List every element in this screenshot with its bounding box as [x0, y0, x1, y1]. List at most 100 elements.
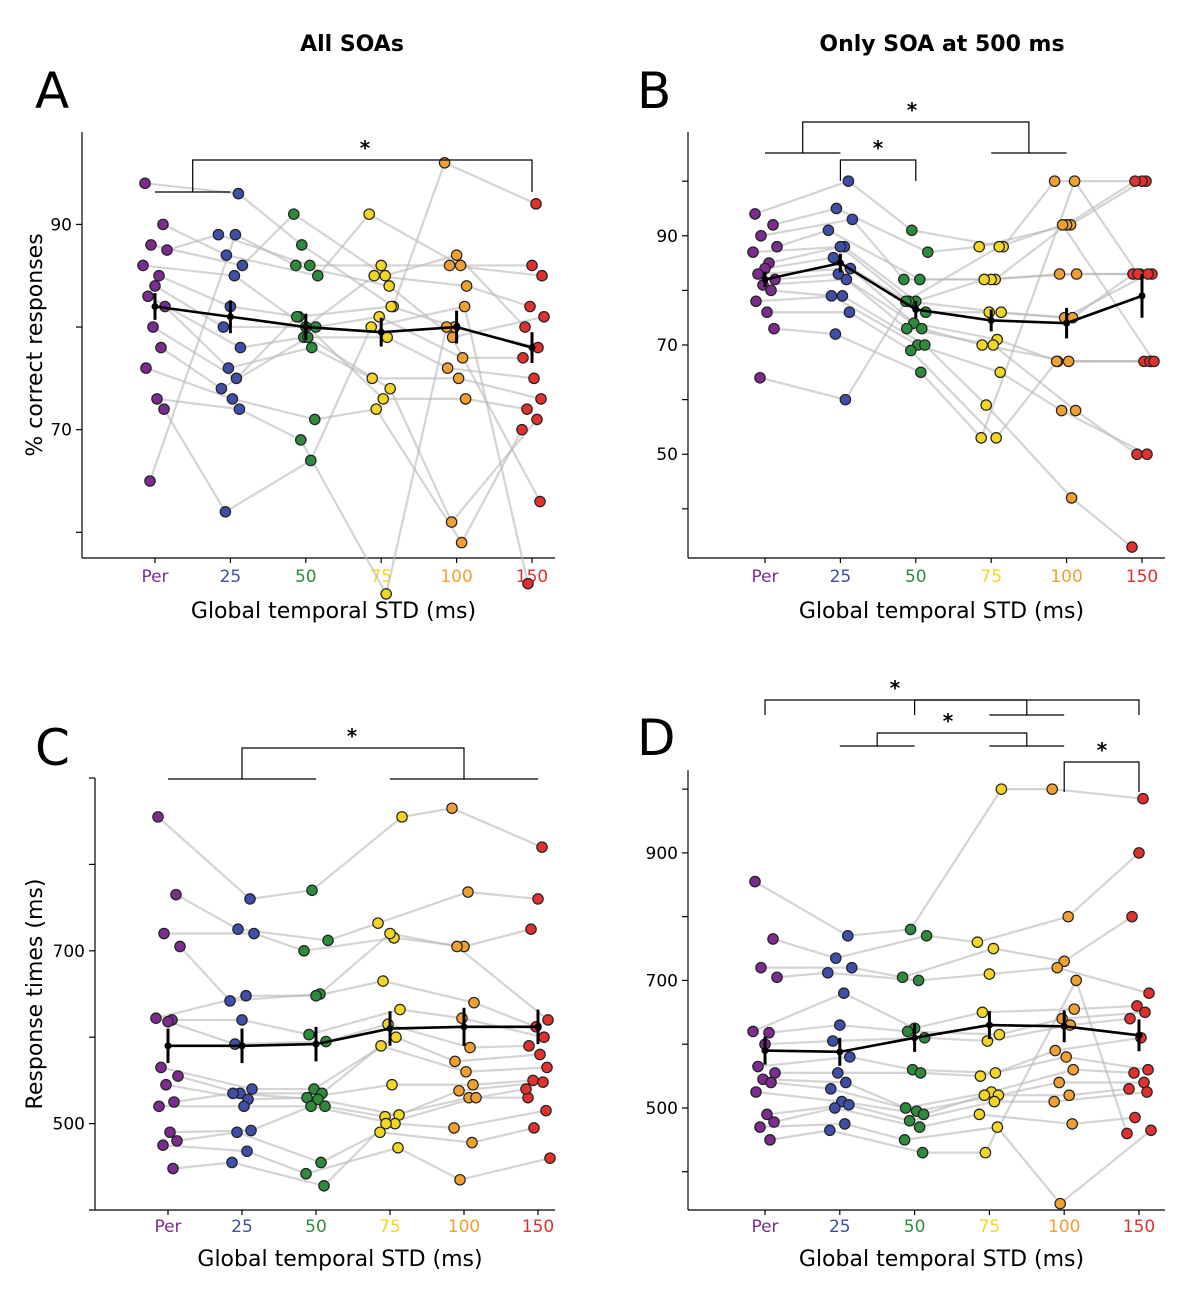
- panel-b-x-tick-label: 25: [830, 567, 852, 587]
- panel-a-mean-point: [453, 323, 461, 331]
- panel-c-data-point: [534, 1048, 546, 1061]
- panel-a-x-tick-label: 25: [220, 567, 242, 587]
- panel-b-data-point: [767, 219, 779, 231]
- panel-a-data-point: [536, 269, 548, 282]
- panel-d-data-point: [765, 1076, 777, 1089]
- panel-c-data-point: [446, 802, 458, 815]
- panel-c-data-point: [298, 944, 310, 957]
- panel-b-subject-line: [759, 223, 1155, 401]
- panel-d-data-point: [1145, 1124, 1157, 1137]
- panel-d-data-point: [1138, 1076, 1150, 1089]
- panel-c-data-point: [152, 811, 164, 823]
- panel-a-data-point: [144, 475, 156, 487]
- panel-c-data-point: [523, 1040, 535, 1052]
- panel-c-mean-point: [238, 1042, 246, 1050]
- panel-c-data-point: [153, 1100, 165, 1113]
- panel-b-data-point: [840, 273, 853, 286]
- panel-d-bracket: [764, 699, 1028, 715]
- panel-d-data-point: [1128, 1067, 1140, 1079]
- panel-a-data-point: [289, 259, 302, 272]
- panel-b-data-point: [842, 175, 855, 187]
- panel-c-subject-line: [169, 1105, 547, 1134]
- panel-c-x-axis-title: Global temporal STD (ms): [197, 1247, 482, 1272]
- panel-c-data-point: [460, 1065, 472, 1078]
- panel-b-mean-point: [1138, 292, 1146, 300]
- panel-d-mean-point: [761, 1047, 769, 1055]
- panel-b-data-point: [913, 273, 926, 286]
- panel-c-data-point: [448, 1122, 460, 1134]
- panel-b-data-point: [976, 339, 988, 351]
- panel-b-data-point: [755, 229, 767, 242]
- panel-a-data-point: [140, 362, 152, 374]
- panel-a-x-tick-label: 50: [295, 567, 317, 587]
- panel-b-data-point: [761, 306, 773, 319]
- panel-d-data-point: [824, 1083, 837, 1095]
- panel-c-data-point: [319, 1100, 331, 1113]
- panel-d-data-point: [989, 1067, 1002, 1079]
- panel-a-data-point: [155, 341, 167, 354]
- panel-b-bracket: [839, 159, 917, 181]
- panel-d-x-tick-label: 50: [904, 1217, 926, 1237]
- panel-c-data-point: [158, 927, 170, 940]
- panel-d-bracket: [913, 699, 1140, 715]
- panel-a-data-point: [534, 495, 546, 508]
- panel-c-subject-line: [176, 1126, 535, 1164]
- panel-c-data-point: [155, 1061, 167, 1074]
- panel-c-data-point: [244, 893, 256, 905]
- panel-c-data-point: [537, 1076, 549, 1088]
- panel-c-data-point: [241, 1145, 253, 1158]
- panel-a-data-point: [305, 341, 318, 354]
- panel-b-data-point: [993, 240, 1005, 253]
- panel-d-data-point: [831, 1067, 844, 1079]
- panel-b-x-axis-title: Global temporal STD (ms): [799, 599, 1084, 624]
- panel-a-data-point: [215, 382, 228, 395]
- panel-a-data-point: [301, 331, 314, 344]
- panel-d-data-point: [1051, 961, 1063, 974]
- panel-d-data-point: [901, 1025, 914, 1038]
- panel-d-mean-line: [764, 1023, 1140, 1054]
- panel-d-data-point: [767, 933, 779, 945]
- panel-a-data-point: [311, 269, 324, 282]
- panel-c-data-point: [456, 1012, 468, 1024]
- panel-c-data-point: [470, 1091, 482, 1104]
- panel-b-y-tick-label: 50: [656, 445, 678, 465]
- panel-c-mean-point: [312, 1040, 320, 1048]
- panel-b-data-point: [1062, 355, 1075, 368]
- panel-c-data-point: [392, 1141, 404, 1154]
- panel-b-data-point: [765, 284, 777, 297]
- panel-d-data-point: [1131, 1000, 1143, 1012]
- panel-d-y-tick-label: 900: [646, 844, 678, 864]
- panel-b-data-point: [1069, 404, 1082, 417]
- panel-b-subject-line: [768, 245, 1149, 319]
- panel-a-data-point: [441, 362, 454, 374]
- panel-d-data-point: [913, 1121, 926, 1133]
- panel-a-data-point: [524, 300, 536, 313]
- panel-b-data-point: [905, 224, 918, 237]
- panel-c-subject-line: [167, 1020, 530, 1049]
- panel-c-data-point: [377, 975, 389, 987]
- panel-c-data-point: [150, 1012, 162, 1024]
- panel-d-mean-point: [836, 1048, 844, 1056]
- panel-c-data-point: [245, 1124, 257, 1137]
- panel-a-data-point: [516, 423, 528, 436]
- panel-a-subject-line: [162, 212, 532, 277]
- panel-b-data-point: [750, 295, 762, 308]
- column-title-left: All SOAs: [300, 32, 404, 57]
- panel-b-data-point: [1065, 492, 1078, 504]
- panel-c-data-point: [528, 1122, 540, 1134]
- panel-d-data-point: [1139, 1006, 1151, 1019]
- panel-b-data-point: [1148, 355, 1160, 368]
- panel-b-significance-star: *: [907, 98, 918, 122]
- panel-c-data-point: [300, 1167, 312, 1180]
- panel-a-data-point: [149, 280, 161, 292]
- panel-d-data-point: [1143, 987, 1155, 999]
- panel-d-data-point: [973, 1108, 986, 1121]
- panel-a-data-point: [161, 244, 173, 256]
- panel-a-subject-line: [160, 336, 538, 525]
- panel-b-data-point: [830, 202, 843, 215]
- panel-d-data-point: [754, 1121, 766, 1133]
- panel-d-data-point: [1054, 1197, 1066, 1210]
- panel-a-x-tick-label: 75: [370, 567, 392, 587]
- panel-d-data-point: [752, 1060, 764, 1073]
- panel-d-data-point: [978, 1089, 991, 1102]
